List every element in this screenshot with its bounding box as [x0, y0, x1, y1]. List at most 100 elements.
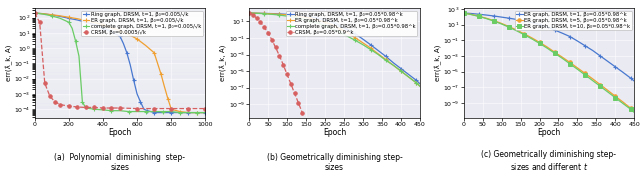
- ER graph, DRSM, t=10, β₀=0.05*0.98^k: [620, 102, 627, 105]
- Line: ER graph, DRSM, t=1, β₀=0.005/√k: ER graph, DRSM, t=1, β₀=0.005/√k: [32, 11, 208, 115]
- Ring graph, DRSM, t=1, β₀=0.05*0.98^k: [276, 13, 284, 15]
- CRSM, β₀=0.05*0.9^k: [272, 46, 280, 49]
- Ring graph, DRSM, t=1, β₀=0.005/√k: [137, 101, 145, 103]
- complete graph, DRSM, t=1, β₀=0.005/√k: [31, 12, 38, 14]
- ER graph, DRSM, t=1, β₀=0.005/√k: [154, 62, 161, 64]
- complete graph, DRSM, t=1, β₀=0.05*0.98^k: [260, 13, 268, 15]
- ER graph, DRSM, t=1, β₀=0.05*0.98^k: [528, 22, 536, 24]
- ER graph, DRSM, t=1, β₀=0.005/√k: [90, 21, 98, 23]
- ER graph, DRSM, t=1, β₀=0.05*0.98^k: [390, 64, 397, 66]
- ER graph, DRSM, t=1, β₀=0.05*0.98^k: [460, 12, 467, 14]
- Ring graph, DRSM, t=1, β₀=0.05*0.98^k: [314, 17, 321, 19]
- ER graph, DRSM, t=1, β₀=0.05*0.98^k: [397, 70, 404, 72]
- ER graph, DRSM, t=1, β₀=0.05*0.98^k: [581, 45, 589, 47]
- Text: (a)  Polynomial  diminishing  step-
sizes: (a) Polynomial diminishing step- sizes: [54, 153, 186, 172]
- ER graph, DRSM, t=5, β₀=0.05*0.98^k: [498, 22, 506, 25]
- ER graph, DRSM, t=1, β₀=0.05*0.98^k: [374, 53, 382, 55]
- ER graph, DRSM, t=5, β₀=0.05*0.98^k: [620, 101, 627, 103]
- ER graph, DRSM, t=1, β₀=0.005/√k: [202, 112, 209, 114]
- CRSM, β₀=0.0005/√k: [82, 106, 90, 109]
- complete graph, DRSM, t=1, β₀=0.005/√k: [48, 15, 56, 17]
- Ring graph, DRSM, t=1, β₀=0.005/√k: [126, 64, 134, 66]
- ER graph, DRSM, t=10, β₀=0.05*0.98^k: [498, 23, 506, 25]
- complete graph, DRSM, t=1, β₀=0.005/√k: [72, 40, 79, 42]
- Ring graph, DRSM, t=1, β₀=0.05*0.98^k: [321, 19, 329, 21]
- Y-axis label: err(λ̂_k, A): err(λ̂_k, A): [435, 45, 442, 81]
- ER graph, DRSM, t=1, β₀=0.05*0.98^k: [351, 37, 359, 39]
- ER graph, DRSM, t=1, β₀=0.05*0.98^k: [536, 23, 543, 26]
- ER graph, DRSM, t=1, β₀=0.05*0.98^k: [612, 66, 620, 68]
- complete graph, DRSM, t=1, β₀=0.05*0.98^k: [321, 25, 329, 27]
- ER graph, DRSM, t=1, β₀=0.05*0.98^k: [543, 26, 551, 28]
- Y-axis label: err(λ̂_k, A): err(λ̂_k, A): [220, 45, 227, 81]
- complete graph, DRSM, t=1, β₀=0.005/√k: [159, 110, 166, 113]
- ER graph, DRSM, t=5, β₀=0.05*0.98^k: [505, 26, 513, 28]
- ER graph, DRSM, t=5, β₀=0.05*0.98^k: [475, 15, 483, 17]
- complete graph, DRSM, t=1, β₀=0.05*0.98^k: [283, 15, 291, 17]
- Ring graph, DRSM, t=1, β₀=0.005/√k: [184, 112, 192, 114]
- ER graph, DRSM, t=5, β₀=0.05*0.98^k: [589, 78, 596, 80]
- ER graph, DRSM, t=1, β₀=0.05*0.98^k: [589, 49, 596, 52]
- ER graph, DRSM, t=1, β₀=0.005/√k: [176, 110, 184, 113]
- Ring graph, DRSM, t=1, β₀=0.005/√k: [48, 14, 56, 16]
- complete graph, DRSM, t=1, β₀=0.005/√k: [176, 112, 184, 114]
- CRSM, β₀=0.0005/√k: [74, 106, 81, 108]
- ER graph, DRSM, t=10, β₀=0.05*0.98^k: [627, 108, 634, 110]
- ER graph, DRSM, t=10, β₀=0.05*0.98^k: [475, 15, 483, 17]
- ER graph, DRSM, t=10, β₀=0.05*0.98^k: [513, 30, 520, 32]
- Ring graph, DRSM, t=1, β₀=0.05*0.98^k: [306, 15, 314, 18]
- ER graph, DRSM, t=1, β₀=0.05*0.98^k: [306, 17, 314, 19]
- CRSM, β₀=0.05*0.9^k: [298, 112, 306, 114]
- ER graph, DRSM, t=5, β₀=0.05*0.98^k: [483, 17, 490, 19]
- Ring graph, DRSM, t=1, β₀=0.005/√k: [150, 112, 158, 114]
- ER graph, DRSM, t=1, β₀=0.05*0.98^k: [314, 19, 321, 21]
- Line: Ring graph, DRSM, t=1, β₀=0.005/√k: Ring graph, DRSM, t=1, β₀=0.005/√k: [32, 11, 208, 115]
- Ring graph, DRSM, t=1, β₀=0.05*0.98^k: [283, 13, 291, 15]
- Ring graph, DRSM, t=1, β₀=0.05*0.98^k: [367, 44, 374, 46]
- ER graph, DRSM, t=1, β₀=0.005/√k: [99, 23, 107, 26]
- ER graph, DRSM, t=1, β₀=0.05*0.98^k: [498, 16, 506, 18]
- Line: ER graph, DRSM, t=1, β₀=0.05*0.98^k: ER graph, DRSM, t=1, β₀=0.05*0.98^k: [246, 11, 422, 89]
- complete graph, DRSM, t=1, β₀=0.005/√k: [75, 55, 83, 57]
- complete graph, DRSM, t=1, β₀=0.005/√k: [142, 110, 150, 113]
- CRSM, β₀=0.05*0.9^k: [287, 83, 294, 85]
- ER graph, DRSM, t=1, β₀=0.05*0.98^k: [416, 85, 424, 87]
- ER graph, DRSM, t=1, β₀=0.05*0.98^k: [276, 13, 284, 15]
- ER graph, DRSM, t=1, β₀=0.05*0.98^k: [467, 13, 475, 15]
- ER graph, DRSM, t=1, β₀=0.005/√k: [150, 52, 158, 54]
- ER graph, DRSM, t=5, β₀=0.05*0.98^k: [460, 12, 467, 14]
- ER graph, DRSM, t=10, β₀=0.05*0.98^k: [559, 57, 566, 59]
- complete graph, DRSM, t=1, β₀=0.005/√k: [56, 17, 64, 19]
- Ring graph, DRSM, t=1, β₀=0.05*0.98^k: [260, 12, 268, 14]
- ER graph, DRSM, t=1, β₀=0.005/√k: [157, 73, 165, 75]
- Ring graph, DRSM, t=1, β₀=0.005/√k: [140, 108, 148, 110]
- ER graph, DRSM, t=1, β₀=0.005/√k: [82, 19, 90, 22]
- ER graph, DRSM, t=5, β₀=0.05*0.98^k: [467, 13, 475, 15]
- ER graph, DRSM, t=5, β₀=0.05*0.98^k: [536, 41, 543, 43]
- Ring graph, DRSM, t=1, β₀=0.005/√k: [176, 112, 184, 114]
- Text: (b) Geometrically diminishing step-
sizes: (b) Geometrically diminishing step- size…: [267, 153, 403, 172]
- CRSM, β₀=0.0005/√k: [99, 107, 107, 109]
- complete graph, DRSM, t=1, β₀=0.05*0.98^k: [344, 35, 351, 37]
- complete graph, DRSM, t=1, β₀=0.05*0.98^k: [382, 59, 390, 61]
- CRSM, β₀=0.05*0.9^k: [245, 12, 253, 14]
- ER graph, DRSM, t=1, β₀=0.05*0.98^k: [260, 12, 268, 14]
- Ring graph, DRSM, t=1, β₀=0.005/√k: [120, 42, 127, 45]
- complete graph, DRSM, t=1, β₀=0.005/√k: [65, 21, 72, 23]
- ER graph, DRSM, t=1, β₀=0.05*0.98^k: [566, 35, 573, 38]
- ER graph, DRSM, t=10, β₀=0.05*0.98^k: [612, 97, 620, 99]
- ER graph, DRSM, t=1, β₀=0.05*0.98^k: [253, 12, 260, 14]
- ER graph, DRSM, t=1, β₀=0.05*0.98^k: [559, 32, 566, 34]
- complete graph, DRSM, t=1, β₀=0.05*0.98^k: [329, 28, 337, 30]
- ER graph, DRSM, t=1, β₀=0.05*0.98^k: [367, 47, 374, 49]
- CRSM, β₀=0.05*0.9^k: [253, 17, 260, 19]
- ER graph, DRSM, t=1, β₀=0.05*0.98^k: [344, 32, 351, 34]
- CRSM, β₀=0.0005/√k: [116, 107, 124, 109]
- Line: complete graph, DRSM, t=1, β₀=0.005/√k: complete graph, DRSM, t=1, β₀=0.005/√k: [32, 11, 208, 115]
- X-axis label: Epoch: Epoch: [108, 128, 132, 137]
- Ring graph, DRSM, t=1, β₀=0.05*0.98^k: [245, 12, 253, 14]
- Legend: ER graph, DRSM, t=1, β₀=0.05*0.98^k, ER graph, DRSM, t=5, β₀=0.05*0.98^k, ER gra: ER graph, DRSM, t=1, β₀=0.05*0.98^k, ER …: [515, 11, 632, 30]
- Line: CRSM, β₀=0.05*0.9^k: CRSM, β₀=0.05*0.9^k: [247, 11, 304, 114]
- complete graph, DRSM, t=1, β₀=0.05*0.98^k: [276, 14, 284, 16]
- Ring graph, DRSM, t=1, β₀=0.005/√k: [90, 23, 98, 26]
